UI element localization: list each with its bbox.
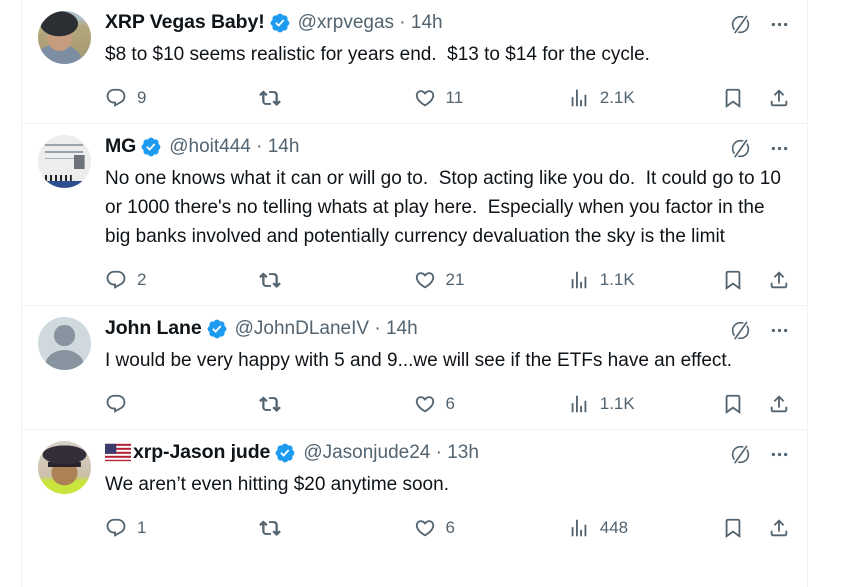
like-button[interactable]: 11 [414, 87, 464, 109]
us-flag-icon [105, 443, 131, 462]
tweet[interactable]: XRP Vegas Baby! @xrpvegas · 14h [22, 0, 807, 124]
bookmark-button[interactable] [722, 517, 744, 539]
tweet-text: We aren’t even hitting $20 anytime soon. [105, 474, 449, 495]
tweet[interactable]: MG @hoit444 · 14h [22, 124, 807, 306]
repost-button[interactable] [259, 87, 291, 109]
reply-button[interactable]: 1 [105, 517, 146, 539]
share-button[interactable] [768, 269, 790, 291]
view-count: 1.1K [599, 270, 635, 289]
name-group: John Lane @JohnDLaneIV · 14h [105, 317, 418, 340]
like-count: 6 [445, 518, 455, 537]
grok-icon[interactable] [729, 319, 752, 342]
header-actions [729, 441, 790, 466]
view-count: 448 [599, 518, 629, 537]
timeline-column: XRP Vegas Baby! @xrpvegas · 14h [21, 0, 808, 587]
view-count: 1.1K [599, 394, 635, 413]
views-button[interactable]: 1.1K [568, 393, 635, 415]
tweet-header: xrp-Jason jude @Jasonjude24 · 13h [105, 441, 790, 468]
reply-count: 9 [137, 88, 147, 107]
reply-feed: XRP Vegas Baby! @xrpvegas · 14h [22, 0, 807, 553]
avatar-column [38, 11, 91, 116]
tweet-header: MG @hoit444 · 14h [105, 135, 790, 162]
grok-icon[interactable] [729, 443, 752, 466]
avatar[interactable] [38, 11, 91, 64]
views-button[interactable]: 448 [568, 517, 628, 539]
repost-button[interactable] [259, 269, 291, 291]
save-group [722, 87, 790, 109]
grok-icon[interactable] [729, 137, 752, 160]
verified-badge-icon [206, 318, 228, 340]
display-name[interactable]: MG [105, 135, 137, 157]
bookmark-button[interactable] [722, 393, 744, 415]
share-button[interactable] [768, 517, 790, 539]
repost-button[interactable] [259, 517, 291, 539]
tweet-content: John Lane @JohnDLaneIV · 14h [105, 317, 790, 422]
tweet-text: No one knows what it can or will go to. … [105, 168, 787, 247]
like-count: 11 [445, 88, 464, 107]
name-group: xrp-Jason jude @Jasonjude24 · 13h [105, 441, 479, 464]
avatar[interactable] [38, 317, 91, 370]
reply-button[interactable]: 2 [105, 269, 146, 291]
like-button[interactable]: 6 [414, 393, 455, 415]
like-button[interactable]: 21 [414, 269, 465, 291]
tweet-content: MG @hoit444 · 14h [105, 135, 790, 298]
handle-and-time[interactable]: @xrpvegas · 14h [297, 11, 443, 33]
avatar-column [38, 135, 91, 298]
tweet-action-bar: 9 11 [105, 80, 790, 116]
save-group [722, 517, 790, 539]
avatar[interactable] [38, 441, 91, 494]
tweet-text: I would be very happy with 5 and 9...we … [105, 350, 732, 371]
more-icon[interactable] [769, 138, 790, 159]
header-actions [729, 317, 790, 342]
views-button[interactable]: 1.1K [568, 269, 635, 291]
save-group [722, 393, 790, 415]
name-group: XRP Vegas Baby! @xrpvegas · 14h [105, 11, 443, 34]
views-button[interactable]: 2.1K [568, 87, 635, 109]
handle-and-time[interactable]: @Jasonjude24 · 13h [303, 441, 479, 463]
more-icon[interactable] [769, 320, 790, 341]
reply-button[interactable]: 9 [105, 87, 146, 109]
save-group [722, 269, 790, 291]
header-actions [729, 11, 790, 36]
reply-button[interactable] [105, 393, 137, 415]
view-count: 2.1K [599, 88, 635, 107]
tweet[interactable]: xrp-Jason jude @Jasonjude24 · 13h [22, 430, 807, 553]
verified-badge-icon [274, 442, 296, 464]
tweet[interactable]: John Lane @JohnDLaneIV · 14h [22, 306, 807, 430]
repost-button[interactable] [259, 393, 291, 415]
more-icon[interactable] [769, 14, 790, 35]
share-button[interactable] [768, 393, 790, 415]
more-icon[interactable] [769, 444, 790, 465]
tweet-header: John Lane @JohnDLaneIV · 14h [105, 317, 790, 344]
display-name[interactable]: XRP Vegas Baby! [105, 11, 265, 33]
tweet-content: xrp-Jason jude @Jasonjude24 · 13h [105, 441, 790, 546]
verified-badge-icon [269, 12, 291, 34]
avatar[interactable] [38, 135, 91, 188]
avatar-column [38, 317, 91, 422]
handle-and-time[interactable]: @JohnDLaneIV · 14h [234, 317, 418, 339]
tweet-action-bar: 2 21 [105, 262, 790, 298]
tweet-content: XRP Vegas Baby! @xrpvegas · 14h [105, 11, 790, 116]
reply-count: 1 [137, 518, 147, 537]
like-count: 21 [445, 270, 465, 289]
display-name[interactable]: xrp-Jason jude [133, 441, 271, 463]
reply-count: 2 [137, 270, 147, 289]
bookmark-button[interactable] [722, 87, 744, 109]
grok-icon[interactable] [729, 13, 752, 36]
avatar-column [38, 441, 91, 546]
share-button[interactable] [768, 87, 790, 109]
like-count: 6 [445, 394, 455, 413]
header-actions [729, 135, 790, 160]
like-button[interactable]: 6 [414, 517, 455, 539]
verified-badge-icon [140, 136, 162, 158]
tweet-header: XRP Vegas Baby! @xrpvegas · 14h [105, 11, 790, 38]
bookmark-button[interactable] [722, 269, 744, 291]
handle-and-time[interactable]: @hoit444 · 14h [169, 135, 300, 157]
tweet-action-bar: 6 1.1K [105, 386, 790, 422]
tweet-text: $8 to $10 seems realistic for years end.… [105, 44, 650, 65]
name-group: MG @hoit444 · 14h [105, 135, 299, 158]
tweet-action-bar: 1 6 [105, 510, 790, 546]
display-name[interactable]: John Lane [105, 317, 202, 339]
